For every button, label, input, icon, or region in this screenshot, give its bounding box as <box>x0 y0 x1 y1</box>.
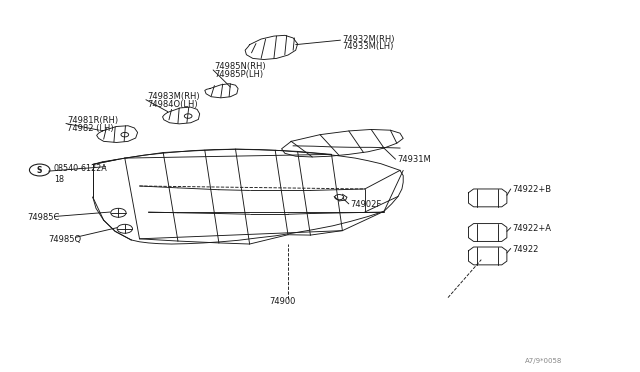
Text: 74985Q: 74985Q <box>48 235 81 244</box>
Text: 74922: 74922 <box>512 245 538 254</box>
Text: 74984O(LH): 74984O(LH) <box>147 100 198 109</box>
Text: 74981R(RH): 74981R(RH) <box>67 116 118 125</box>
Text: S: S <box>37 166 42 174</box>
Text: 74902F: 74902F <box>350 200 381 209</box>
Text: 74933M(LH): 74933M(LH) <box>342 42 394 51</box>
Text: 74922+A: 74922+A <box>512 224 551 233</box>
Text: 18: 18 <box>54 175 64 184</box>
Text: 74982 (LH): 74982 (LH) <box>67 124 114 133</box>
Text: 74922+B: 74922+B <box>512 185 551 194</box>
Text: 74932M(RH): 74932M(RH) <box>342 35 395 44</box>
Text: 08540-6122A: 08540-6122A <box>54 164 108 173</box>
Text: 74985C: 74985C <box>27 213 60 222</box>
Text: A7/9*0058: A7/9*0058 <box>525 358 562 364</box>
Text: 74985P(LH): 74985P(LH) <box>214 70 264 79</box>
Text: 74931M: 74931M <box>397 155 431 164</box>
Text: 74985N(RH): 74985N(RH) <box>214 62 266 71</box>
Text: 74900: 74900 <box>269 297 295 306</box>
Text: 74983M(RH): 74983M(RH) <box>147 92 200 101</box>
